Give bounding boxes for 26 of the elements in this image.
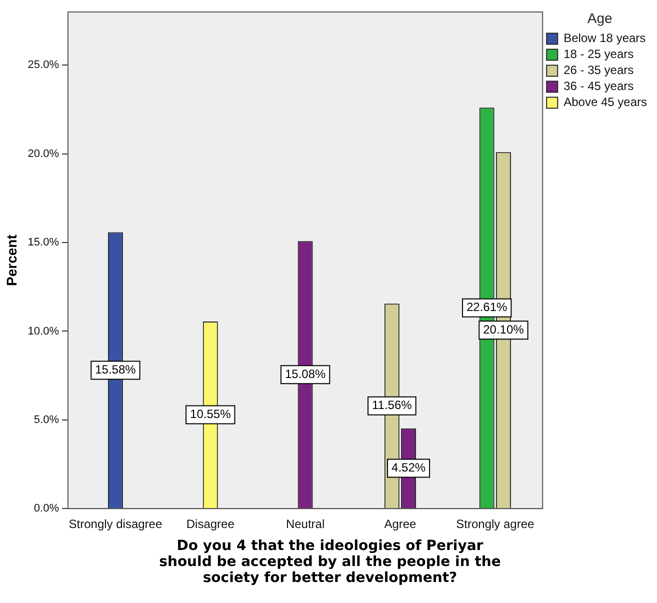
data-label: 15.58% (95, 362, 136, 376)
y-tick-label: 0.0% (34, 502, 60, 515)
legend-label: 26 - 35 years (564, 63, 634, 78)
x-tick-label: Strongly agree (456, 517, 534, 532)
legend-label: Above 45 years (564, 95, 648, 110)
data-label: 4.52% (392, 460, 426, 475)
legend-label: 18 - 25 years (564, 47, 634, 62)
x-tick-label: Neutral (286, 517, 325, 532)
y-tick-label: 25.0% (28, 59, 60, 72)
x-tick-label: Strongly disagree (68, 517, 162, 532)
x-tick-label: Disagree (186, 517, 235, 532)
data-label: 11.56% (372, 398, 412, 412)
y-tick-label: 20.0% (28, 148, 60, 160)
x-tick-label: Agree (384, 517, 417, 532)
legend-label: Below 18 years (564, 31, 646, 46)
data-label: 10.55% (190, 407, 232, 422)
data-label: 22.61% (466, 300, 508, 314)
y-tick-label: 5.0% (34, 414, 60, 426)
data-label: 15.08% (284, 366, 326, 381)
y-axis-title: Percent (3, 234, 20, 286)
legend-label: 36 - 45 years (564, 79, 634, 94)
legend-title: Age (587, 10, 612, 26)
y-tick-label: 10.0% (28, 325, 60, 338)
x-axis-title: Do you 4 that the ideologies of Periyar should be accepted by all the people in the society for better development? (158, 538, 502, 586)
y-tick-label: 15.0% (28, 236, 60, 249)
data-label: 20.10% (483, 322, 524, 336)
